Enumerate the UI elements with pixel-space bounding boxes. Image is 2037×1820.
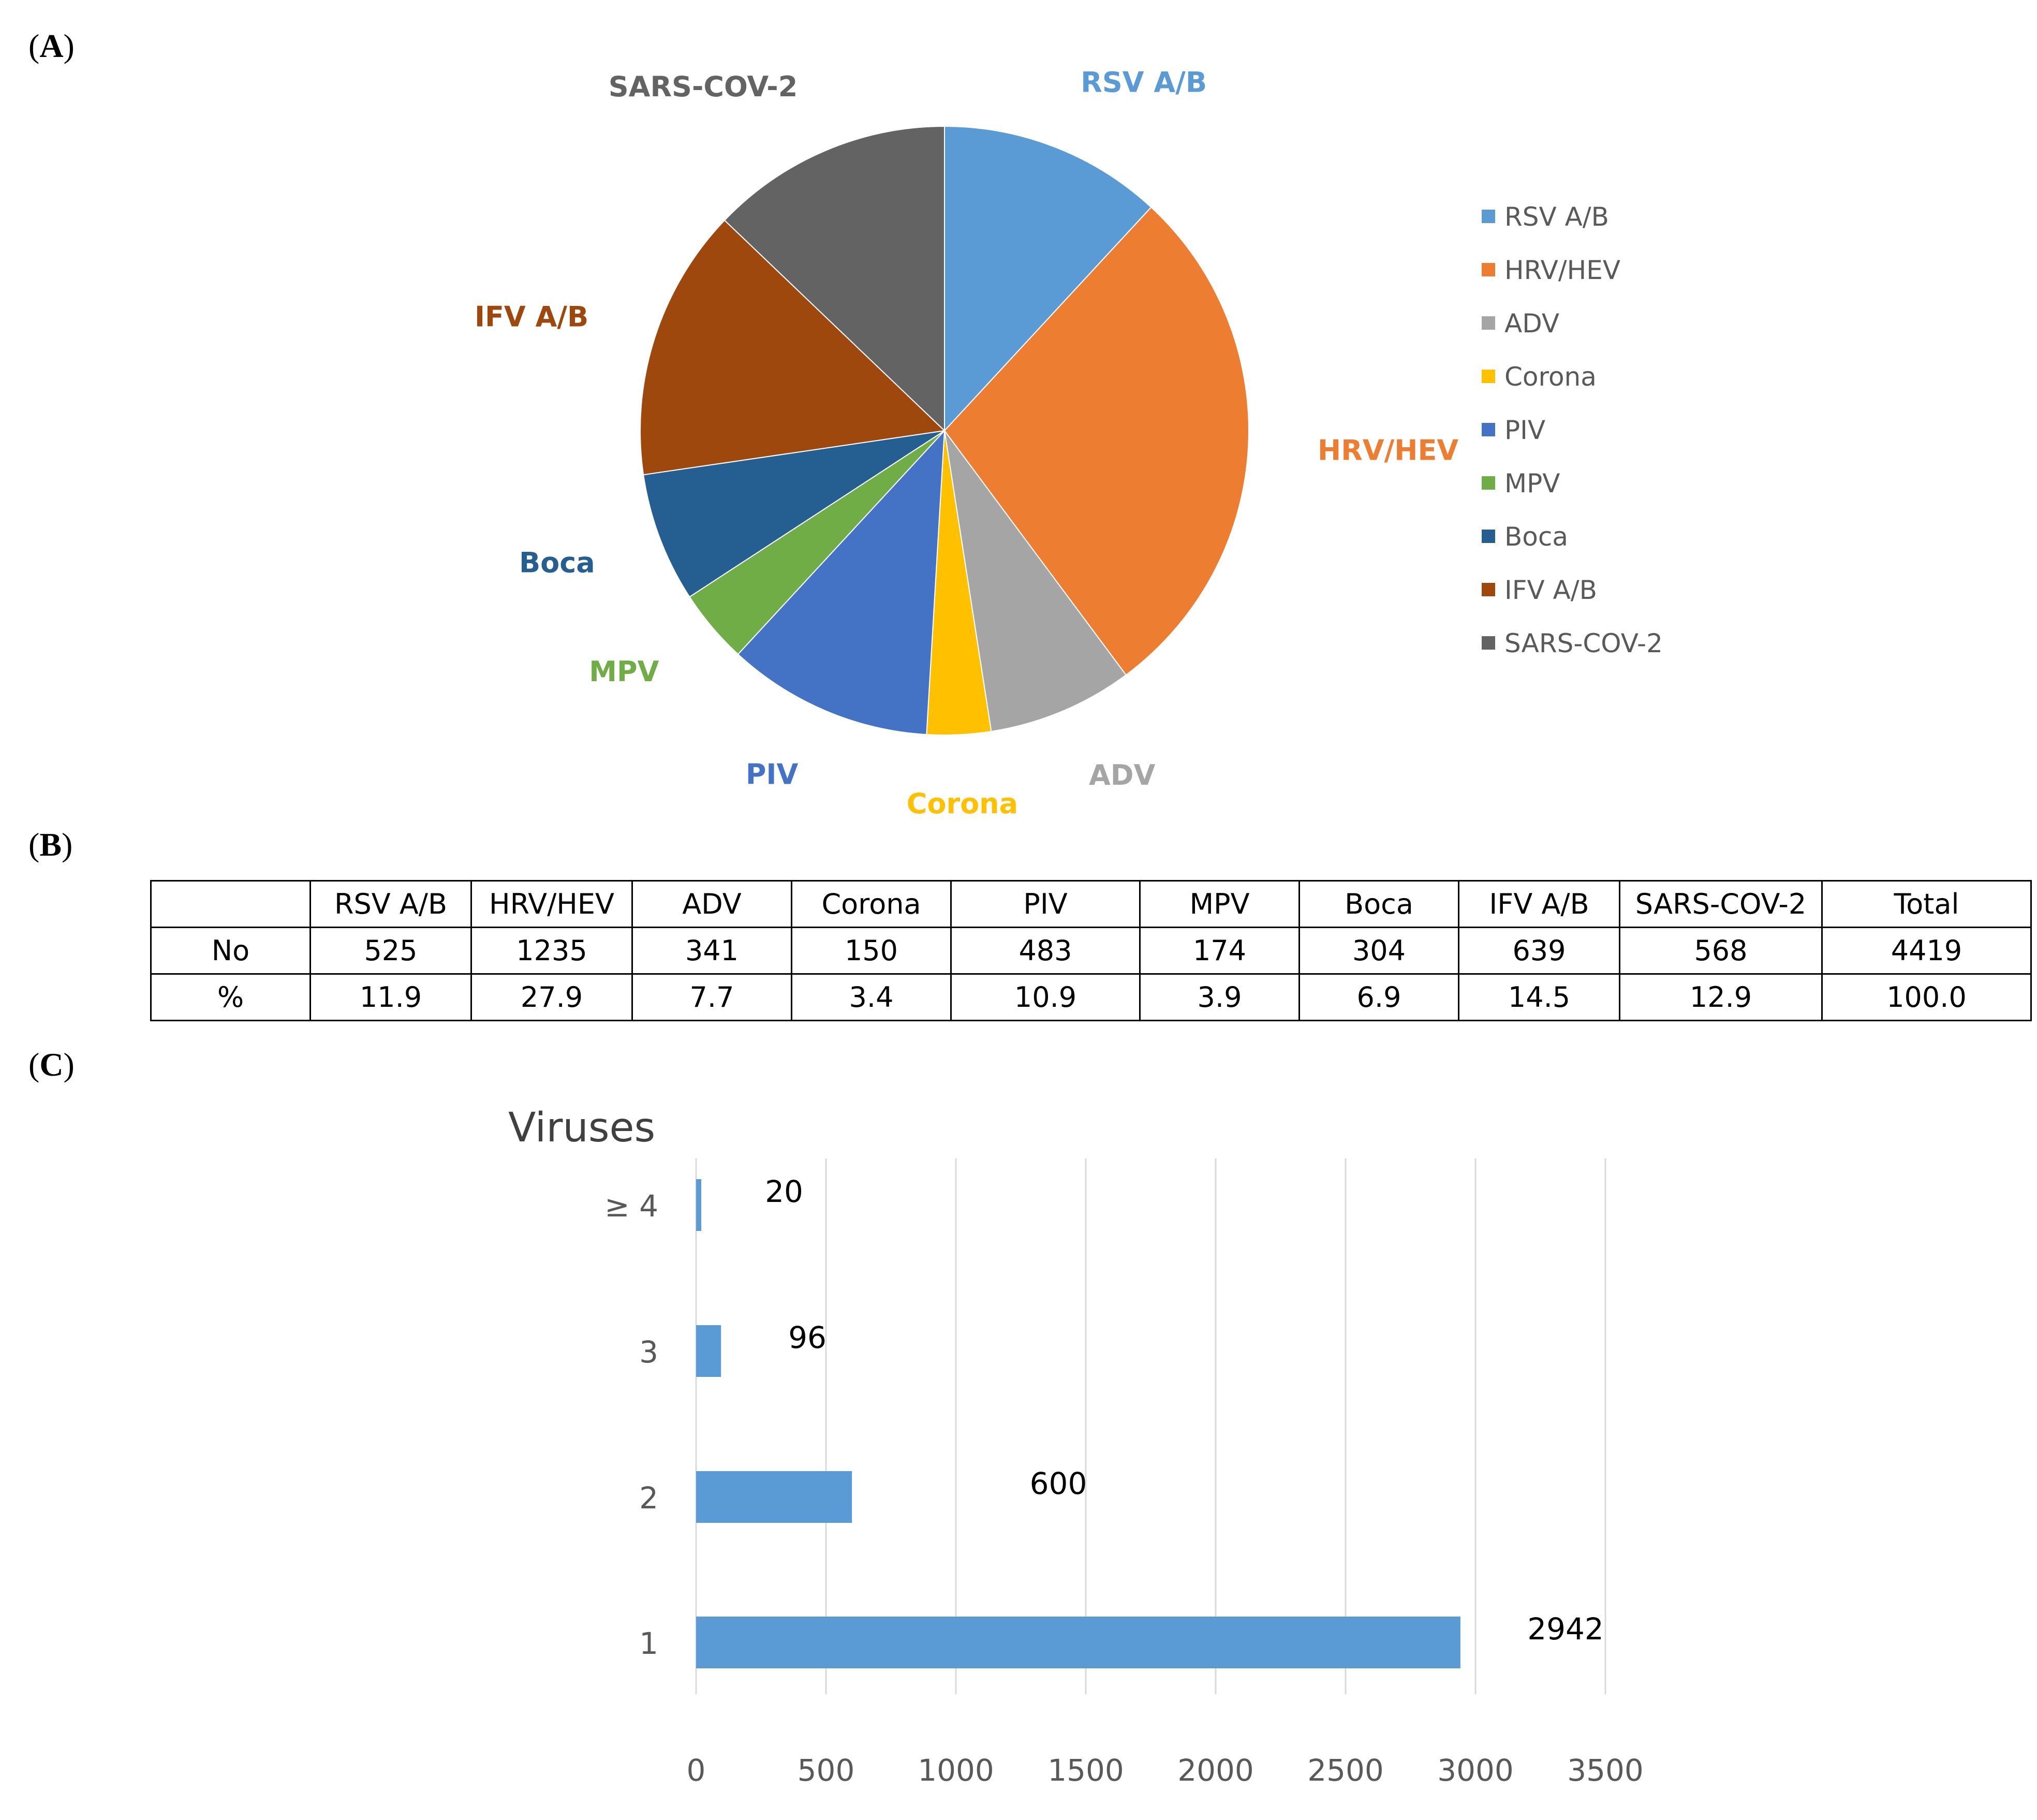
legend-label-adv: ADV — [1504, 309, 1559, 339]
data-label: 20 — [765, 1174, 803, 1209]
x-tick-label: 0 — [687, 1753, 706, 1788]
legend-label-rsv-a-b: RSV A/B — [1504, 202, 1609, 232]
x-tick-label: 2500 — [1307, 1753, 1384, 1788]
table-cell: 525 — [309, 927, 472, 975]
bar-1 — [696, 1617, 1460, 1668]
panel-label-c: (C) — [28, 1046, 75, 1083]
table-cell: 100.0 — [1821, 973, 2032, 1021]
table-header-cell: SARS-COV-2 — [1619, 880, 1823, 928]
table-header-cell — [150, 880, 311, 928]
y-axis-title: Viruses — [508, 1105, 655, 1151]
legend-swatch-corona — [1482, 370, 1495, 383]
pie-label-rsv-a-b: RSV A/B — [1081, 66, 1207, 99]
x-tick-label: 3000 — [1437, 1753, 1514, 1788]
legend-label-sars-cov-2: SARS-COV-2 — [1504, 628, 1663, 658]
x-tick-label: 3500 — [1567, 1753, 1644, 1788]
panel-label-b: (B) — [28, 826, 73, 863]
legend-swatch-piv — [1482, 423, 1495, 436]
table-cell: 11.9 — [309, 973, 472, 1021]
legend-swatch-ifv-a-b — [1482, 583, 1495, 596]
pie-slice-hrv-hev — [943, 206, 1249, 676]
table-header-row: RSV A/B HRV/HEV ADV Corona PIV MPV Boca IFV A/B… — [150, 880, 2032, 928]
table-header-cell: Total — [1821, 880, 2032, 928]
table-cell: % — [150, 973, 311, 1021]
bar-ge-4 — [696, 1179, 701, 1231]
pie-label-boca: Boca — [519, 546, 595, 579]
legend-swatch-hrv-hev — [1482, 263, 1495, 276]
table-header-cell: PIV — [950, 880, 1141, 928]
table-cell: 6.9 — [1298, 973, 1459, 1021]
legend-label-hrv-hev: HRV/HEV — [1504, 255, 1620, 285]
data-label: 2942 — [1527, 1611, 1604, 1647]
counts-table: RSV A/B HRV/HEV ADV Corona PIV MPV Boca IFV A/B… — [150, 880, 2032, 1021]
data-label: 600 — [1030, 1466, 1087, 1501]
panel-label-a: (A) — [28, 27, 75, 64]
table-cell: 1235 — [470, 927, 633, 975]
pie-label-adv: ADV — [1089, 759, 1156, 791]
pie-label-hrv-hev: HRV/HEV — [1318, 434, 1458, 467]
table-cell: 14.5 — [1458, 973, 1620, 1021]
legend-swatch-boca — [1482, 530, 1495, 543]
y-tick-label: 3 — [639, 1334, 658, 1370]
table-cell: 12.9 — [1619, 973, 1823, 1021]
table-cell: 174 — [1139, 927, 1300, 975]
table-header-cell: MPV — [1139, 880, 1300, 928]
pie-slice-piv — [737, 429, 946, 736]
bar-2 — [696, 1471, 852, 1523]
legend-label-corona: Corona — [1504, 362, 1597, 392]
x-tick-label: 2000 — [1177, 1753, 1254, 1788]
table-cell: 568 — [1619, 927, 1823, 975]
table-cell: 3.9 — [1139, 973, 1300, 1021]
bar-3 — [696, 1325, 721, 1377]
table-cell: 483 — [950, 927, 1141, 975]
legend-label-piv: PIV — [1504, 415, 1545, 445]
pie-label-mpv: MPV — [589, 655, 659, 688]
table-row: % 11.9 27.9 7.7 3.4 10.9 3.9 6.9 14.5 12.9 100.0 — [150, 973, 2032, 1021]
pie-label-corona: Corona — [907, 787, 1018, 820]
pie-label-ifv-a-b: IFV A/B — [475, 301, 588, 333]
y-tick-label: ≥ 4 — [604, 1188, 658, 1224]
table-cell: 639 — [1458, 927, 1620, 975]
table-cell: 10.9 — [950, 973, 1141, 1021]
y-tick-label: 2 — [639, 1480, 658, 1516]
legend-swatch-adv — [1482, 316, 1495, 330]
table-cell: 150 — [791, 927, 952, 975]
x-tick-label: 1500 — [1047, 1753, 1124, 1788]
table-header-cell: HRV/HEV — [470, 880, 633, 928]
legend-label-boca: Boca — [1504, 522, 1568, 552]
table-header-cell: Boca — [1298, 880, 1459, 928]
table-header-cell: ADV — [631, 880, 792, 928]
table-cell: No — [150, 927, 311, 975]
x-tick-label: 1000 — [918, 1753, 994, 1788]
legend-swatch-sars-cov-2 — [1482, 636, 1495, 650]
table-cell: 4419 — [1821, 927, 2032, 975]
legend-swatch-mpv — [1482, 476, 1495, 490]
table-row: No 525 1235 341 150 483 174 304 639 568 4419 — [150, 927, 2032, 975]
table-cell: 27.9 — [470, 973, 633, 1021]
table-header-cell: IFV A/B — [1458, 880, 1620, 928]
data-label: 96 — [788, 1320, 826, 1355]
pie-slice-ifv-a-b — [640, 219, 946, 476]
pie-label-sars-cov-2: SARS-COV-2 — [609, 70, 798, 103]
table-header-cell: Corona — [791, 880, 952, 928]
table-header-cell: RSV A/B — [309, 880, 472, 928]
pie-chart: RSV A/B HRV/HEV ADV Corona PIV MPV Boca IFV A/B… — [475, 66, 1663, 820]
table-cell: 7.7 — [631, 973, 792, 1021]
legend-label-ifv-a-b: IFV A/B — [1504, 575, 1597, 605]
table-cell: 3.4 — [791, 973, 952, 1021]
pie-slice-rsv-a-b — [944, 125, 1152, 432]
bar-chart: 0 500 1000 1500 2000 2500 3000 3500 Viruses ≥ 4 20… — [508, 1105, 1644, 1788]
pie-slice-sars-cov-2 — [724, 125, 945, 432]
y-tick-label: 1 — [639, 1626, 658, 1661]
pie-slice-adv — [944, 430, 1127, 732]
legend-swatch-rsv-a-b — [1482, 210, 1495, 223]
table-cell: 304 — [1298, 927, 1459, 975]
pie-slice-boca — [643, 430, 945, 598]
x-tick-label: 500 — [798, 1753, 855, 1788]
pie-label-piv: PIV — [746, 758, 799, 790]
legend-label-mpv: MPV — [1504, 468, 1560, 498]
table-cell: 341 — [631, 927, 792, 975]
